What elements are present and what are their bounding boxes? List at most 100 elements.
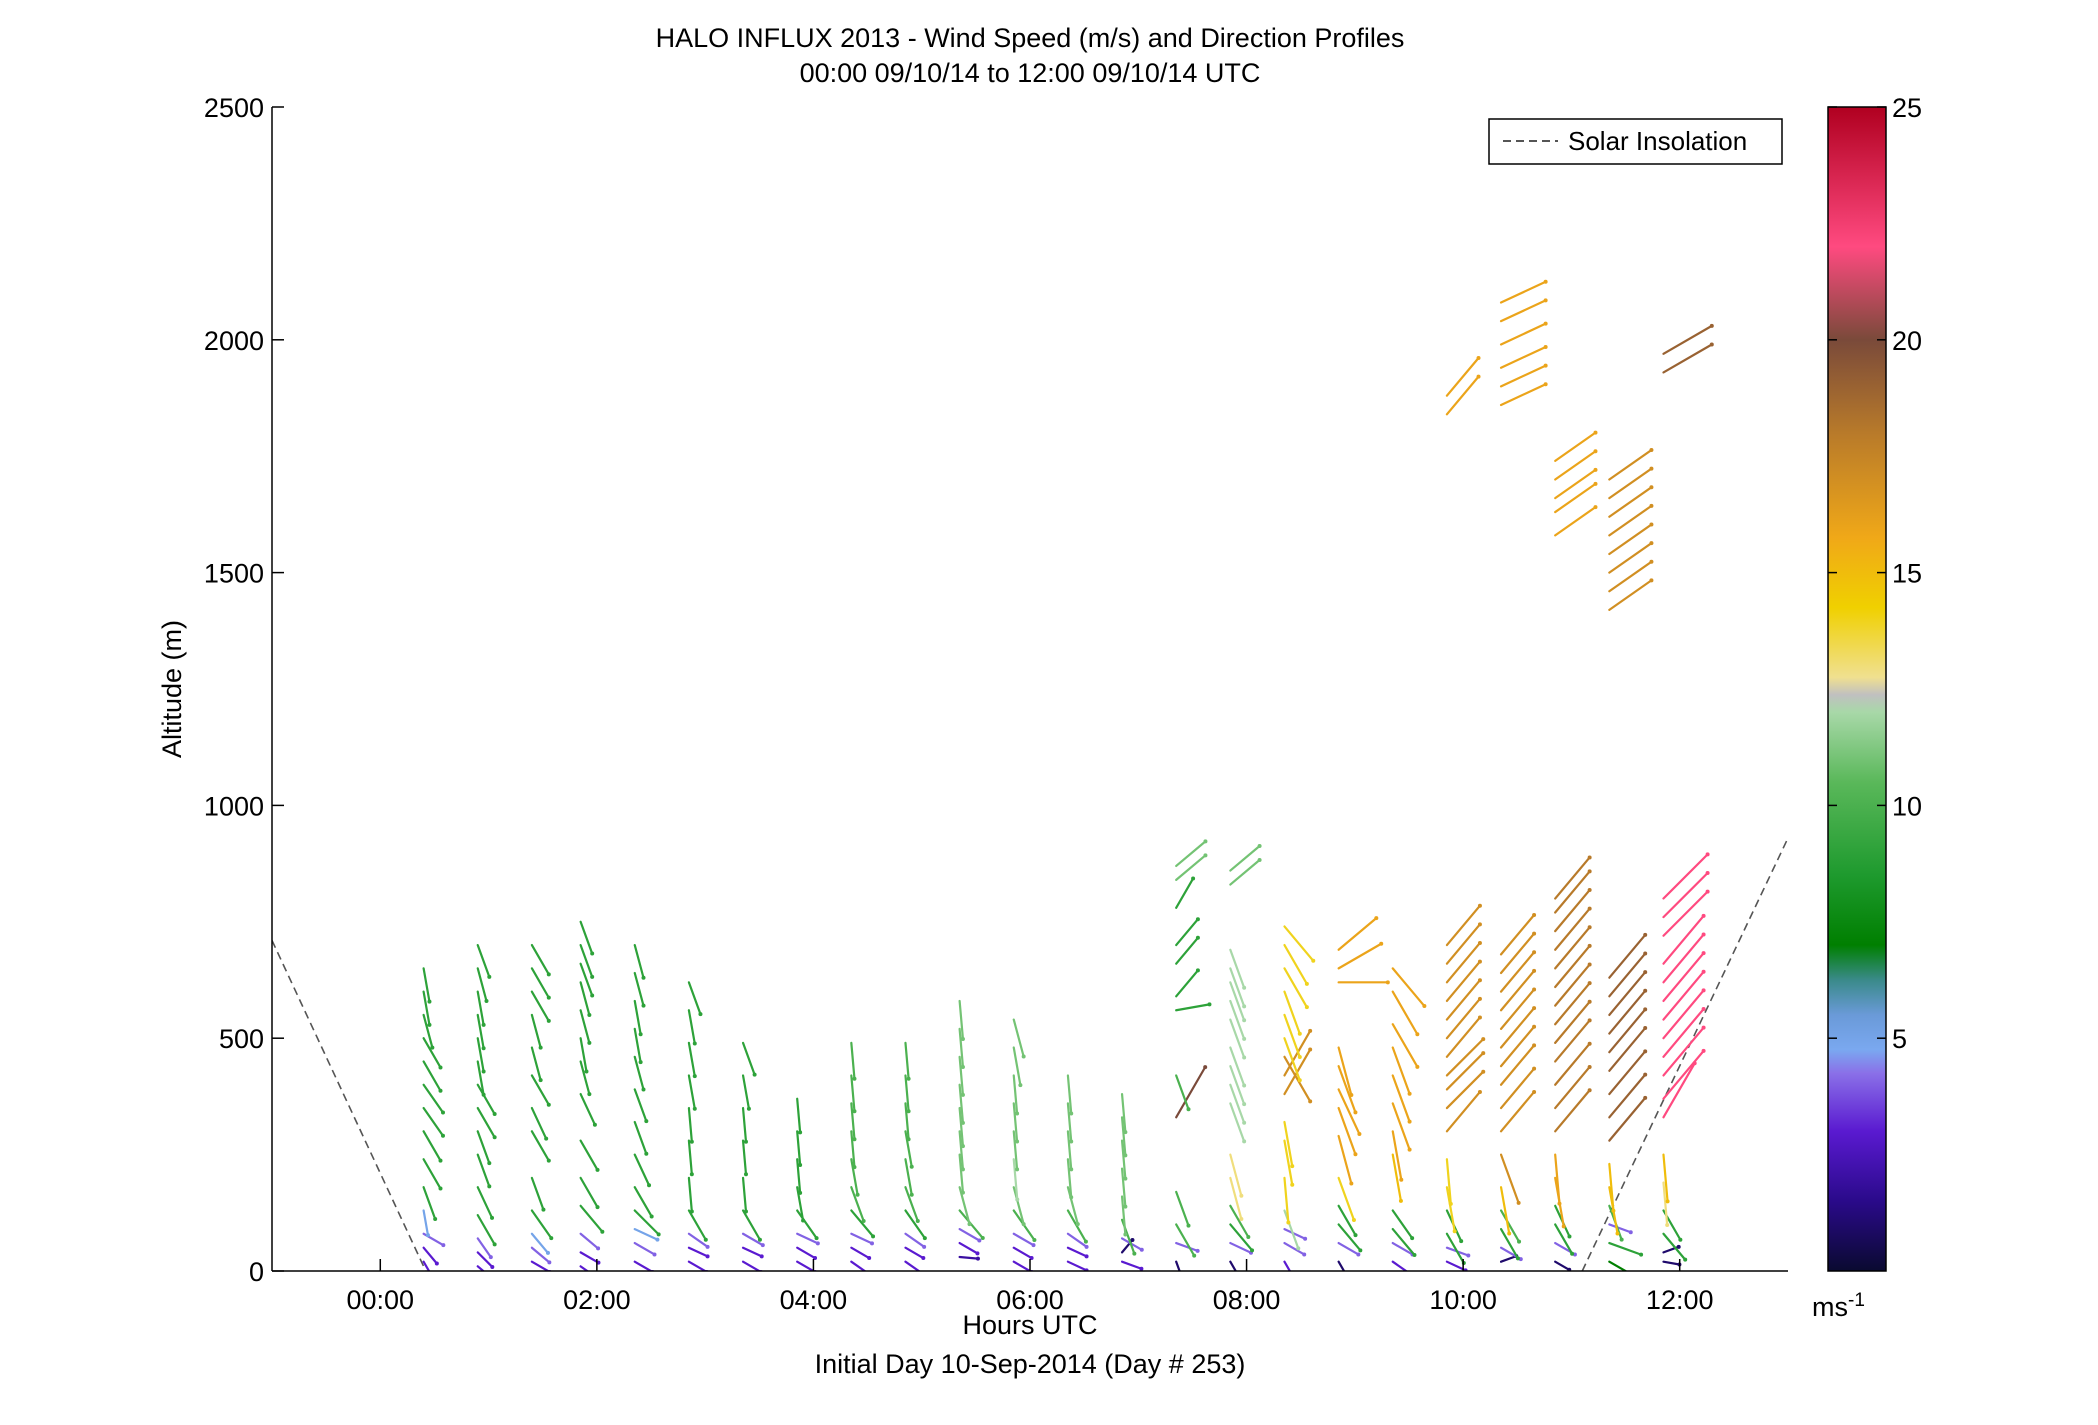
- wind-vector-head: [960, 1064, 965, 1069]
- wind-vector-head: [852, 1137, 857, 1142]
- wind-vector-head: [1517, 1239, 1522, 1244]
- wind-vector-head: [1477, 1089, 1482, 1094]
- wind-vector: [1662, 343, 1713, 374]
- wind-vector-head: [1242, 1139, 1247, 1144]
- wind-vector: [1499, 1153, 1520, 1205]
- wind-vector-head: [746, 1106, 751, 1111]
- wind-vector-head: [1293, 1278, 1297, 1282]
- wind-vector-head: [1297, 1078, 1302, 1083]
- legend: Solar Insolation: [1488, 118, 1783, 165]
- wind-vector: [1445, 1016, 1482, 1058]
- wind-vector-head: [977, 1238, 982, 1243]
- wind-vector: [1391, 1209, 1414, 1240]
- wind-vector-head: [1297, 1055, 1302, 1060]
- wind-vector-head: [434, 1261, 439, 1266]
- wind-vector: [1662, 853, 1709, 900]
- wind-vector-head: [1015, 1111, 1020, 1116]
- wind-vector: [1608, 1223, 1632, 1234]
- wind-vector: [1554, 907, 1591, 951]
- wind-vector: [1499, 322, 1547, 346]
- wind-vector-head: [1195, 935, 1200, 940]
- wind-vector: [422, 967, 431, 1003]
- wind-vector: [687, 1041, 696, 1078]
- wind-vector: [1066, 1130, 1073, 1171]
- wind-vector-head: [440, 1110, 445, 1115]
- wind-vector: [1283, 1176, 1290, 1224]
- wind-vector-head: [1543, 363, 1548, 368]
- wind-vector-head: [595, 1167, 600, 1172]
- wind-vector-head: [1304, 1005, 1309, 1010]
- wind-vector: [1499, 299, 1547, 323]
- wind-vector-head: [1477, 978, 1482, 983]
- wind-vector: [476, 1130, 491, 1165]
- wind-vector: [1337, 1065, 1357, 1114]
- wind-vector: [687, 1246, 709, 1258]
- wind-vector-head: [1476, 355, 1481, 360]
- wind-vector: [1283, 1013, 1301, 1059]
- wind-vector: [633, 1055, 645, 1091]
- colorbar-unit: ms-1: [1812, 1290, 1865, 1322]
- wind-vector: [476, 1083, 496, 1116]
- wind-vector: [1066, 1074, 1073, 1115]
- wind-vector-head: [692, 1106, 697, 1111]
- wind-vector: [1283, 1055, 1312, 1103]
- wind-vector: [579, 1204, 604, 1233]
- wind-vector: [1391, 1153, 1403, 1202]
- wind-vector-head: [960, 1167, 965, 1172]
- wind-vector: [1229, 948, 1246, 989]
- wind-vector-head: [1357, 1132, 1362, 1137]
- wind-vector-head: [1643, 970, 1648, 975]
- chart-title: HALO INFLUX 2013 - Wind Speed (m/s) and …: [656, 23, 1405, 53]
- wind-vector-head: [1587, 906, 1592, 911]
- wind-vector-head: [425, 1233, 430, 1238]
- wind-vector: [1120, 1092, 1127, 1134]
- wind-vector: [1337, 942, 1383, 970]
- wind-vector-head: [743, 1209, 748, 1214]
- wind-vector: [1499, 1209, 1521, 1243]
- wind-vector-head: [545, 1250, 550, 1255]
- wind-vector: [1608, 486, 1653, 518]
- wind-vector-head: [1349, 1181, 1354, 1186]
- wind-vector: [1608, 542, 1653, 574]
- wind-vector-head: [906, 1137, 911, 1142]
- wind-vector-head: [438, 1065, 443, 1070]
- x-tick-label: 08:00: [1213, 1285, 1281, 1315]
- legend-label-solar: Solar Insolation: [1568, 126, 1747, 156]
- wind-vector: [1445, 1038, 1485, 1077]
- x-axis-label: Hours UTC: [962, 1310, 1097, 1340]
- wind-vector: [741, 1246, 763, 1258]
- wind-vector-head: [1195, 917, 1200, 922]
- wind-vector: [530, 990, 550, 1023]
- wind-vector-head: [1649, 578, 1654, 583]
- wind-vector: [1066, 1158, 1073, 1199]
- wind-vector: [422, 1083, 445, 1114]
- wind-vector-head: [1130, 1237, 1135, 1242]
- wind-vector: [687, 1074, 696, 1110]
- wind-vector-head: [1532, 1043, 1537, 1048]
- wind-vector-head: [1593, 449, 1598, 454]
- wind-vector: [687, 1232, 709, 1248]
- wind-vector: [1499, 913, 1536, 956]
- wind-vector-head: [427, 999, 432, 1004]
- y-axis-label: Altitude (m): [157, 620, 187, 758]
- wind-vector: [1554, 431, 1597, 462]
- wind-vector: [958, 1227, 981, 1242]
- wind-vector-head: [541, 1207, 546, 1212]
- wind-vector-head: [906, 1076, 911, 1081]
- wind-vector: [687, 1106, 693, 1143]
- wind-vector-head: [1587, 943, 1592, 948]
- wind-vector-head: [492, 1135, 497, 1140]
- wind-vector: [1066, 1260, 1088, 1271]
- wind-vector-head: [1408, 1272, 1412, 1276]
- wind-vector-head: [487, 974, 492, 979]
- wind-vector: [1662, 890, 1709, 937]
- wind-vector-head: [1587, 869, 1592, 874]
- wind-vector-head: [656, 1232, 661, 1237]
- wind-vector: [1662, 1260, 1681, 1266]
- wind-vector-head: [757, 1237, 762, 1242]
- wind-vector-head: [922, 1236, 927, 1241]
- wind-vector: [530, 1176, 545, 1211]
- y-tick-label: 2000: [204, 326, 264, 356]
- wind-vector-head: [1532, 1089, 1537, 1094]
- colorbar-tick-label: 20: [1892, 326, 1922, 356]
